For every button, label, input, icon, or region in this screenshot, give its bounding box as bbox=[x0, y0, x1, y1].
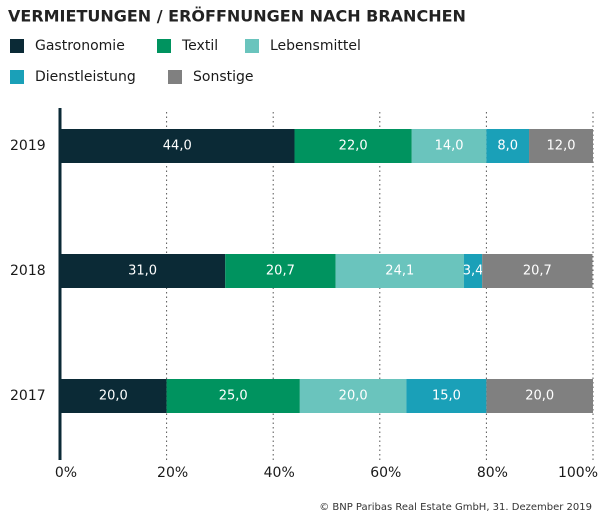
legend-swatch bbox=[168, 70, 182, 84]
source-note: © BNP Paribas Real Estate GmbH, 31. Deze… bbox=[319, 502, 592, 513]
data-label: 20,7 bbox=[266, 264, 295, 279]
legend-label: Gastronomie bbox=[35, 38, 125, 54]
bar-segment bbox=[60, 254, 226, 288]
data-label: 22,0 bbox=[339, 139, 368, 154]
bar-segment bbox=[299, 379, 407, 413]
bar-segment bbox=[60, 379, 167, 413]
bar-segment bbox=[294, 129, 412, 163]
x-tick-label: 80% bbox=[477, 465, 508, 481]
bar-segment bbox=[225, 254, 336, 288]
data-label: 44,0 bbox=[163, 139, 192, 154]
bar-segment bbox=[464, 254, 483, 288]
data-label: 24,1 bbox=[385, 264, 414, 279]
data-label: 20,7 bbox=[523, 264, 552, 279]
bar-segment bbox=[411, 129, 487, 163]
data-label: 8,0 bbox=[497, 139, 518, 154]
legend-label: Lebensmittel bbox=[270, 38, 361, 54]
data-label: 3,4 bbox=[463, 264, 484, 279]
data-label: 20,0 bbox=[525, 389, 554, 404]
bar-segment bbox=[482, 254, 593, 288]
legend-swatch bbox=[10, 70, 24, 84]
bar-segment bbox=[406, 379, 487, 413]
data-label: 15,0 bbox=[432, 389, 461, 404]
legend-swatch bbox=[245, 39, 259, 53]
x-tick-label: 0% bbox=[55, 465, 77, 481]
data-label: 12,0 bbox=[547, 139, 576, 154]
y-tick-label: 2017 bbox=[10, 388, 46, 404]
x-tick-label: 20% bbox=[157, 465, 188, 481]
bar-segment bbox=[529, 129, 593, 163]
x-tick-label: 40% bbox=[264, 465, 295, 481]
data-label: 25,0 bbox=[219, 389, 248, 404]
legend-swatch bbox=[10, 39, 24, 53]
bar-segment bbox=[486, 129, 530, 163]
legend-label: Sonstige bbox=[193, 69, 254, 85]
y-tick-label: 2018 bbox=[10, 263, 46, 279]
bar-segment bbox=[60, 129, 295, 163]
chart-title: VERMIETUNGEN / ERÖFFNUNGEN NACH BRANCHEN bbox=[8, 7, 466, 26]
bar-segment bbox=[166, 379, 300, 413]
data-label: 14,0 bbox=[435, 139, 464, 154]
x-tick-label: 60% bbox=[370, 465, 401, 481]
x-tick-label: 100% bbox=[558, 465, 598, 481]
legend-label: Textil bbox=[181, 38, 218, 54]
bar-segment bbox=[335, 254, 465, 288]
bar-segment bbox=[486, 379, 593, 413]
data-label: 31,0 bbox=[128, 264, 157, 279]
y-tick-label: 2019 bbox=[10, 138, 46, 154]
legend-label: Dienstleistung bbox=[35, 69, 136, 85]
data-label: 20,0 bbox=[339, 389, 368, 404]
data-label: 20,0 bbox=[99, 389, 128, 404]
legend-swatch bbox=[157, 39, 171, 53]
